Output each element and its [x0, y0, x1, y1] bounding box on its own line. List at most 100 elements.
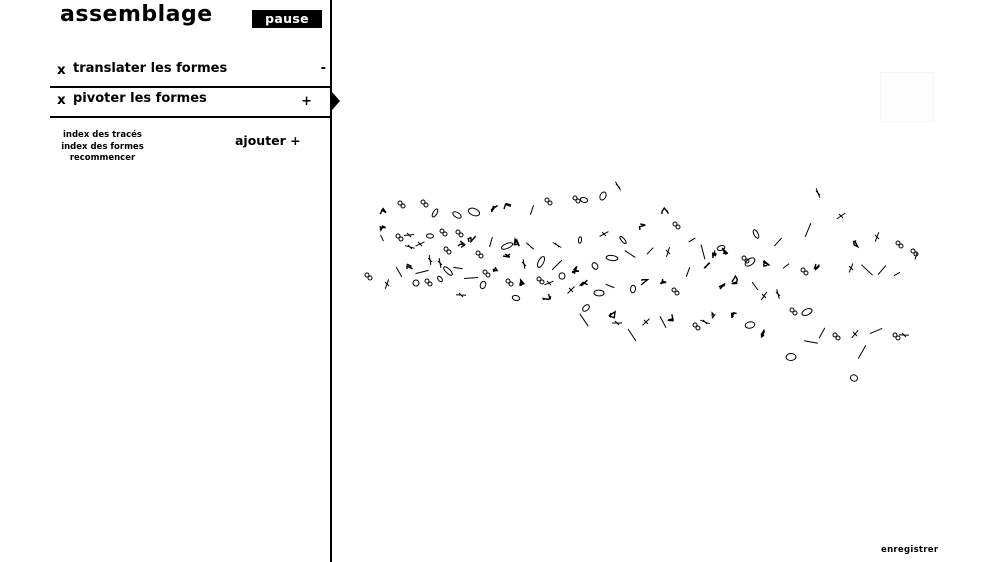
- module-rotate-shapes[interactable]: x pivoter les formes +: [50, 86, 330, 118]
- remove-module-icon[interactable]: x: [57, 92, 66, 108]
- app-title: assemblage: [60, 2, 213, 27]
- shape-mark: [467, 207, 481, 217]
- shape-mark: [412, 279, 420, 287]
- shape-mark: [479, 280, 487, 290]
- expand-toggle[interactable]: +: [301, 94, 312, 109]
- restart-link[interactable]: recommencer: [69, 153, 136, 163]
- shape-mark: [700, 244, 706, 260]
- shape-mark: [599, 231, 609, 237]
- shape-mark: [608, 310, 617, 319]
- shape-mark: [853, 240, 860, 249]
- module-translate-shapes[interactable]: x translater les formes -: [50, 56, 330, 88]
- shape-mark: [500, 242, 514, 250]
- pause-button[interactable]: pause: [252, 10, 322, 28]
- shape-mark: [544, 280, 554, 286]
- shape-mark: [380, 234, 384, 242]
- shape-mark: [711, 249, 717, 259]
- shape-mark: [685, 266, 691, 278]
- traces-index-link[interactable]: index des tracés: [63, 130, 142, 140]
- shape-mark: [895, 240, 904, 249]
- shape-mark: [730, 311, 737, 319]
- shape-mark: [582, 304, 590, 312]
- shape-mark: [475, 250, 484, 259]
- shape-mark: [558, 272, 566, 280]
- shape-mark: [665, 247, 671, 257]
- shape-mark: [579, 196, 589, 204]
- shape-mark: [910, 248, 919, 257]
- shape-mark: [646, 247, 654, 255]
- shape-mark: [379, 225, 386, 233]
- shape-mark: [721, 247, 729, 255]
- shape-mark: [605, 283, 615, 289]
- shape-mark: [439, 228, 448, 237]
- shapes-layer: [364, 181, 919, 382]
- shape-mark: [869, 327, 883, 335]
- shape-mark: [762, 259, 770, 267]
- shape-mark: [640, 279, 650, 286]
- shape-mark: [692, 322, 701, 331]
- sidebar: assemblage pause x translater les formes…: [0, 0, 332, 562]
- shape-mark: [804, 340, 818, 344]
- shape-mark: [672, 221, 681, 230]
- shapes-index-link[interactable]: index des formes: [61, 141, 144, 152]
- shape-mark: [571, 265, 580, 275]
- shape-mark: [443, 266, 453, 276]
- shape-mark: [892, 332, 901, 341]
- shape-mark: [593, 289, 605, 297]
- shape-mark: [455, 292, 467, 298]
- shape-mark: [624, 250, 636, 258]
- shape-mark: [379, 207, 387, 215]
- shape-mark: [800, 267, 809, 276]
- shape-mark: [760, 291, 768, 301]
- collapse-toggle[interactable]: -: [320, 61, 326, 76]
- shape-mark: [898, 332, 910, 338]
- shape-mark: [511, 294, 521, 302]
- shape-mark: [395, 233, 404, 242]
- shape-mark: [455, 229, 464, 238]
- shape-mark: [775, 289, 781, 299]
- shape-mark: [529, 205, 535, 215]
- shape-mark: [492, 266, 499, 273]
- shape-mark: [406, 263, 414, 270]
- shape-mark: [619, 235, 627, 245]
- shape-mark: [703, 262, 711, 269]
- drawing-canvas[interactable]: [332, 0, 1000, 562]
- shape-mark: [525, 242, 535, 250]
- shape-mark: [861, 264, 873, 276]
- shape-mark: [395, 266, 403, 278]
- shape-mark: [638, 223, 646, 231]
- shape-mark: [818, 327, 826, 339]
- shape-mark: [415, 241, 425, 247]
- shape-mark: [551, 259, 563, 271]
- save-button[interactable]: enregistrer: [881, 545, 939, 555]
- shape-mark: [836, 212, 846, 220]
- shape-mark: [914, 252, 918, 260]
- shape-mark: [424, 278, 433, 287]
- shape-mark: [716, 244, 726, 252]
- shape-mark: [521, 259, 527, 269]
- shape-mark: [579, 313, 589, 327]
- shape-mark: [605, 254, 619, 262]
- shape-mark: [832, 332, 841, 341]
- module-label: translater les formes: [73, 61, 228, 76]
- shape-mark: [851, 329, 859, 339]
- shape-mark: [804, 222, 812, 238]
- shape-mark: [599, 191, 607, 201]
- shape-mark: [813, 263, 820, 271]
- shape-mark: [513, 237, 520, 247]
- shape-mark: [405, 244, 415, 250]
- add-module-button[interactable]: ajouter +: [235, 133, 301, 148]
- shape-mark: [577, 236, 583, 244]
- shape-mark: [572, 195, 581, 204]
- shape-mark: [789, 307, 798, 316]
- shape-mark: [541, 293, 552, 301]
- shape-mark: [877, 264, 887, 276]
- shape-mark: [490, 204, 498, 213]
- shape-mark: [815, 188, 821, 198]
- remove-module-icon[interactable]: x: [57, 62, 66, 78]
- shape-mark: [503, 202, 512, 210]
- shape-mark: [700, 319, 710, 325]
- shape-mark: [666, 314, 674, 322]
- shape-mark: [431, 208, 439, 218]
